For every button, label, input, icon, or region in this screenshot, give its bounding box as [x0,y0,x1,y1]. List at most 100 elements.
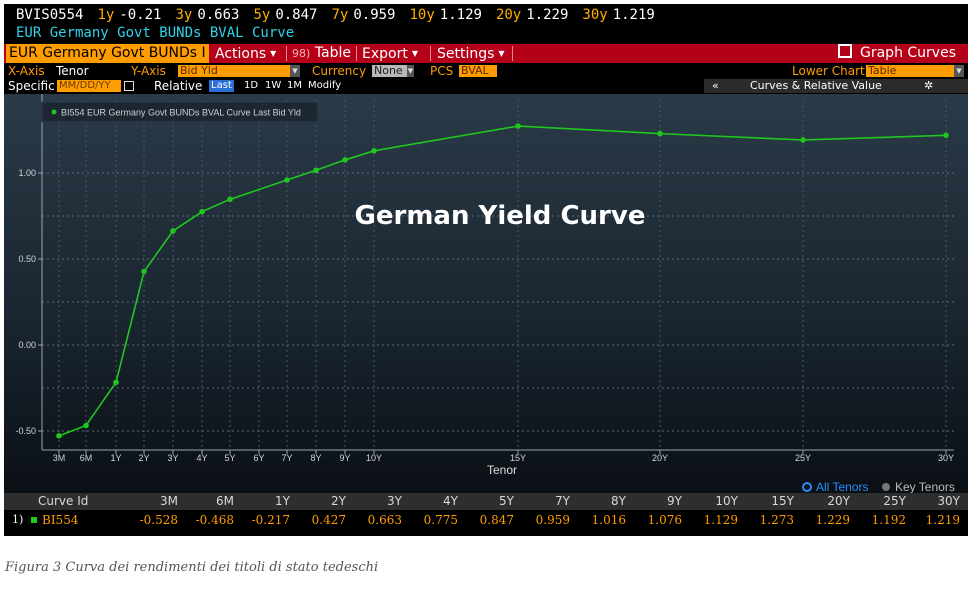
x-tick-label: 9Y [339,453,350,463]
table-cell: 1.016 [591,513,626,527]
grid [42,100,954,449]
x-tick-label: 2Y [138,453,149,463]
column-header: 10Y [715,494,738,508]
data-point [83,422,89,429]
table-row[interactable]: 1) BI554 -0.528 -0.468 -0.217 0.427 0.66… [4,512,968,529]
table-cell: 0.427 [311,513,346,527]
chart-area: 1.00 0.50 0.00 -0.50 3M 6M 1Y 2Y 3Y 4Y 5Y 6Y 7Y 8Y 9Y 1… [4,94,968,494]
ticker-value: 0.847 [275,7,318,23]
data-point [170,228,176,234]
legend-label: BI554 EUR Germany Govt BUNDs BVAL Curve … [61,108,301,118]
y-tick-label: 0.50 [18,254,36,264]
chevron-down-icon[interactable]: ▼ [407,65,414,77]
all-tenors-label[interactable]: All Tenors [816,480,868,494]
data-point [199,208,205,215]
table-cell: 1.076 [647,513,682,527]
curve-id-header: Curve Id [38,494,89,508]
all-tenors-radio[interactable] [802,482,812,492]
table-cell: 1.192 [871,513,906,527]
x-tick-label: 20Y [652,453,668,463]
table-button[interactable]: 98) Table [292,44,351,63]
xaxis-value[interactable]: Tenor [56,64,89,78]
specific-label: Specific [8,79,55,93]
table-cell: -0.528 [139,513,178,527]
column-header: 1Y [275,494,290,508]
ticker-tenor: 5y [253,7,271,23]
collapse-sidebar-button[interactable]: « [712,79,719,92]
menu-divider [286,46,287,61]
ticker-tenor: 30y [582,7,608,23]
gear-icon[interactable]: ✲ [924,79,934,92]
chevron-down-icon[interactable]: ▼ [954,65,964,77]
x-tick-label: 1Y [110,453,121,463]
table-cell: 1.273 [759,513,794,527]
data-point [371,148,377,154]
actions-menu[interactable]: Actions ▼ [215,44,276,63]
legend-box: BI554 EUR Germany Govt BUNDs BVAL Curve … [41,101,319,123]
ticker-tenor: 1y [97,7,115,23]
currency-label: Currency [312,64,367,78]
menu-divider [430,46,431,61]
legend-frame [41,101,319,123]
currency-select[interactable]: None [372,65,407,77]
figure-caption: Figura 3 Curva dei rendimenti dei titoli… [5,560,379,575]
row-curve-id[interactable]: BI554 [42,513,79,527]
key-tenors-label[interactable]: Key Tenors [895,480,955,494]
ticker-value: 1.229 [526,7,569,23]
column-header: 2Y [331,494,346,508]
date-input[interactable]: MM/DD/YY [57,80,121,92]
export-menu[interactable]: Export ▼ [362,44,418,63]
lower-chart-select[interactable]: Table [866,65,954,77]
1d-button[interactable]: 1D [244,80,259,91]
column-header: 20Y [827,494,850,508]
yaxis-select[interactable]: Bid Yld [178,65,290,77]
1m-button[interactable]: 1M [287,80,302,91]
legend-marker [51,109,57,115]
column-header: 9Y [667,494,682,508]
tenor-toggle[interactable]: All Tenors Key Tenors [802,480,955,494]
series-points [56,123,949,439]
pcs-field[interactable]: BVAL [459,65,497,77]
settings-menu[interactable]: Settings ▼ [437,44,505,63]
x-tick-label: 3M [53,453,66,463]
sidebar-title: Curves & Relative Value [750,79,882,92]
security-title-field[interactable]: EUR Germany Govt BUNDs I [6,44,209,63]
key-tenors-radio[interactable] [882,483,890,491]
sidebar-header: « Curves & Relative Value ✲ [704,79,968,93]
chevron-down-icon[interactable]: ▼ [290,65,300,77]
column-header: 30Y [937,494,960,508]
table-cell: 0.663 [367,513,402,527]
y-tick-label: 0.00 [18,340,36,350]
series-color-swatch [31,517,37,523]
table-cell: 1.219 [925,513,960,527]
graph-curves-button[interactable]: Graph Curves [838,44,956,63]
modify-button[interactable]: Modify [308,80,342,91]
ticker-tenor: 10y [409,7,435,23]
column-header: 7Y [555,494,570,508]
table-cell: 0.959 [535,513,570,527]
column-header: 6M [216,494,234,508]
x-tick-label: 7Y [281,453,292,463]
column-header: 15Y [771,494,794,508]
calendar-icon[interactable] [124,81,134,91]
ticker-strip: BVIS0554 1y -0.21 3y 0.663 5y 0.847 7y 0.959 10y 1… [16,7,655,25]
xaxis-label: X-Axis [8,64,45,78]
table-header-row: Curve Id 3M 6M 1Y 2Y 3Y 4Y 5Y 7Y 8Y 9Y 1… [4,493,968,510]
x-axis-title: Tenor [487,463,517,477]
table-cell: 1.129 [703,513,738,527]
table-cell: 1.229 [815,513,850,527]
lower-chart-label: Lower Chart [792,64,865,78]
1w-button[interactable]: 1W [265,80,282,91]
table-cell: -0.217 [251,513,290,527]
date-controls: Specific MM/DD/YY Relative Last 1D 1W 1M… [4,79,968,93]
data-point [227,196,233,203]
x-tick-label: 6M [80,453,93,463]
table-cell: 0.775 [423,513,458,527]
x-tick-label: 15Y [510,453,526,463]
last-button[interactable]: Last [209,80,234,92]
ticker-value: 1.219 [612,7,655,23]
external-link-icon [838,44,852,58]
chart-title: German Yield Curve [355,201,646,231]
column-header: 4Y [443,494,458,508]
axes: 1.00 0.50 0.00 -0.50 3M 6M 1Y 2Y 3Y 4Y 5Y 6Y 7Y 8Y 9Y 1… [15,94,954,463]
